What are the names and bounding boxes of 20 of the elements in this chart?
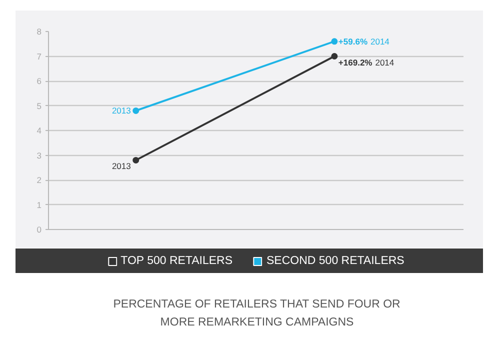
category-label: 2013 [112, 106, 131, 116]
point [331, 38, 338, 45]
point [132, 156, 140, 164]
y-tick-label: 2 [36, 175, 42, 185]
y-tick-label: 1 [36, 200, 42, 210]
annotation: +59.6% [338, 36, 368, 46]
y-tick-label: 3 [36, 150, 42, 160]
point [132, 107, 140, 114]
y-tick-label: 0 [36, 224, 42, 234]
text: PERCENTAGE OF RETAILERS THAT SEND FOUR OR MORE REMARKETING CAMPAIGNS [113, 298, 400, 328]
y-tick-label: 4 [36, 126, 42, 136]
legend-label: TOP 500 RETAILERS [120, 254, 233, 266]
annotation: +169.2% [338, 57, 373, 68]
y-tick-label: 6 [36, 76, 42, 86]
y-tick-label: 8 [36, 26, 42, 36]
y-tick-label: 7 [36, 51, 42, 62]
point [331, 53, 338, 60]
category-label: 2014 [370, 36, 390, 46]
y-tick-label: 5 [36, 100, 42, 111]
legend-label: SECOND 500 RETAILERS [266, 254, 404, 266]
